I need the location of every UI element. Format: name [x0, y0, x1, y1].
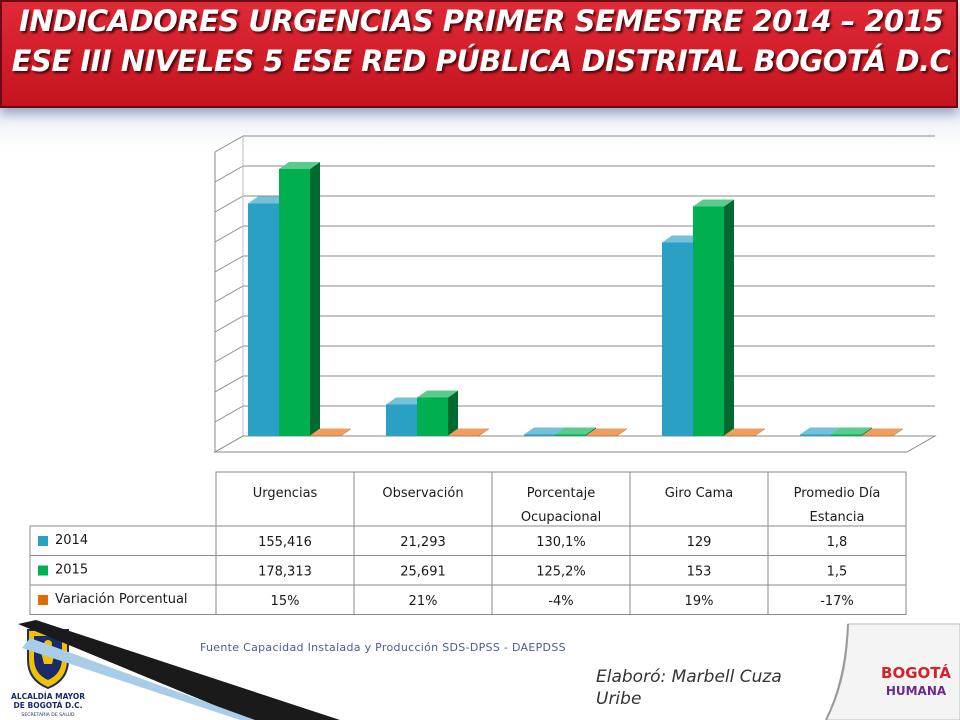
table-cell: 25,691: [400, 565, 446, 580]
bar-variación-porcentual-0: [310, 428, 351, 436]
bar-top: [524, 427, 565, 435]
category-label: Giro Cama: [665, 486, 734, 501]
bar-chart: Urgencias Observación Porcentaje Ocupaciona…: [29, 135, 937, 615]
bar-top: [310, 428, 351, 436]
category-label: Porcentaje: [527, 486, 595, 501]
table-cell: 129: [687, 535, 712, 550]
bar-top: [279, 162, 320, 169]
bar-2015-0: [279, 162, 320, 436]
bar-front: [279, 169, 310, 436]
side-gridline: [214, 255, 244, 273]
side-gridline: [214, 345, 244, 363]
bogota-humana-logo: BOGOTÁ HUMANA: [825, 623, 960, 720]
category-label: Ocupacional: [521, 510, 601, 525]
author-note: Elaboró: Marbell Cuza Uribe: [596, 667, 782, 709]
divider-swoosh: [18, 620, 340, 720]
bar-side: [310, 162, 320, 436]
bar-variación-porcentual-2: [586, 428, 627, 436]
left-logo-line-3: SECRETARÍA DE SALUD: [21, 711, 75, 718]
title-banner: INDICADORES URGENCIAS PRIMER SEMESTRE 20…: [0, 0, 958, 108]
side-gridline: [214, 225, 244, 243]
bar-variación-porcentual-4: [862, 428, 903, 436]
bar-variación-porcentual-1: [448, 428, 489, 436]
table-body-box: [29, 525, 907, 615]
legend-swatch: [38, 536, 48, 546]
table-cell: 19%: [685, 594, 714, 609]
category-label: Estancia: [809, 510, 864, 525]
bars: [248, 162, 903, 436]
bar-front: [417, 397, 448, 436]
right-logo-line-1: BOGOTÁ: [881, 663, 951, 682]
table-cell: -4%: [548, 594, 573, 609]
bar-front: [555, 434, 586, 436]
chart-floor: [213, 435, 937, 453]
side-gridline: [214, 135, 244, 153]
bar-top: [831, 427, 872, 435]
table-cell: 21%: [409, 594, 438, 609]
table-header-box: [215, 471, 907, 527]
bar-top: [800, 427, 841, 435]
bar-front: [662, 242, 693, 436]
bar-side: [893, 428, 903, 436]
table-cell: 15%: [271, 594, 300, 609]
bar-side: [755, 428, 765, 436]
bar-top: [862, 428, 903, 436]
bar-top: [417, 390, 458, 398]
bar-2015-3: [693, 199, 734, 436]
right-logo-line-2: HUMANA: [886, 684, 947, 698]
bar-side: [724, 199, 734, 436]
bar-top: [586, 428, 627, 436]
bar-side: [448, 390, 458, 436]
side-gridline: [214, 195, 244, 213]
legend-swatch: [38, 595, 48, 605]
bar-2015-1: [417, 390, 458, 436]
side-gridline: [214, 405, 244, 423]
table-cell: 130,1%: [536, 535, 586, 550]
bar-top: [386, 397, 427, 405]
bar-front: [693, 206, 724, 436]
legend-swatch: [38, 565, 48, 576]
bar-variación-porcentual-3: [724, 428, 765, 436]
bar-top: [248, 196, 289, 204]
title-line-2: ESE III NIVELES 5 ESE RED PÚBLICA DISTRI…: [11, 44, 951, 78]
bar-front: [524, 434, 555, 436]
side-gridline: [214, 285, 244, 303]
table-cell: 125,2%: [536, 565, 586, 580]
bar-front: [386, 404, 417, 436]
bar-top: [662, 235, 703, 243]
table-cell: -17%: [820, 594, 854, 609]
bar-front: [831, 434, 862, 436]
bar-top: [555, 427, 596, 435]
bar-top: [693, 199, 734, 207]
bar-side: [479, 428, 489, 436]
bar-side: [341, 428, 351, 436]
legend-label: Variación Porcentual: [55, 592, 188, 607]
side-gridline: [214, 375, 244, 393]
table-cell: 1,5: [827, 565, 848, 580]
legend-label: 2014: [55, 533, 88, 548]
table-cell: 1,8: [827, 535, 848, 550]
side-gridline: [214, 165, 244, 183]
category-label: Observación: [382, 486, 463, 501]
data-table: Urgencias Observación Porcentaje Ocupaciona…: [29, 471, 907, 615]
bar-front: [800, 434, 831, 436]
banner-shadow: [0, 108, 960, 148]
category-label: Promedio Día: [794, 486, 881, 501]
title-line-1: INDICADORES URGENCIAS PRIMER SEMESTRE 20…: [18, 4, 944, 38]
gridlines: [214, 135, 935, 453]
bar-top: [724, 428, 765, 436]
left-logo-line-2: DE BOGOTÁ D.C.: [14, 701, 83, 710]
bar-top: [448, 428, 489, 436]
table-cell: 153: [687, 565, 712, 580]
table-cell: 21,293: [400, 535, 446, 550]
category-label: Urgencias: [253, 486, 318, 501]
side-gridline: [214, 315, 244, 333]
legend-label: 2015: [55, 563, 88, 578]
source-note: Fuente Capacidad Instalada y Producción …: [200, 641, 566, 654]
table-cell: 155,416: [258, 535, 312, 550]
table-cell: 178,313: [258, 565, 312, 580]
bar-front: [248, 203, 279, 436]
bar-side: [617, 428, 627, 436]
left-logo-line-1: ALCALDÍA MAYOR: [11, 692, 85, 701]
